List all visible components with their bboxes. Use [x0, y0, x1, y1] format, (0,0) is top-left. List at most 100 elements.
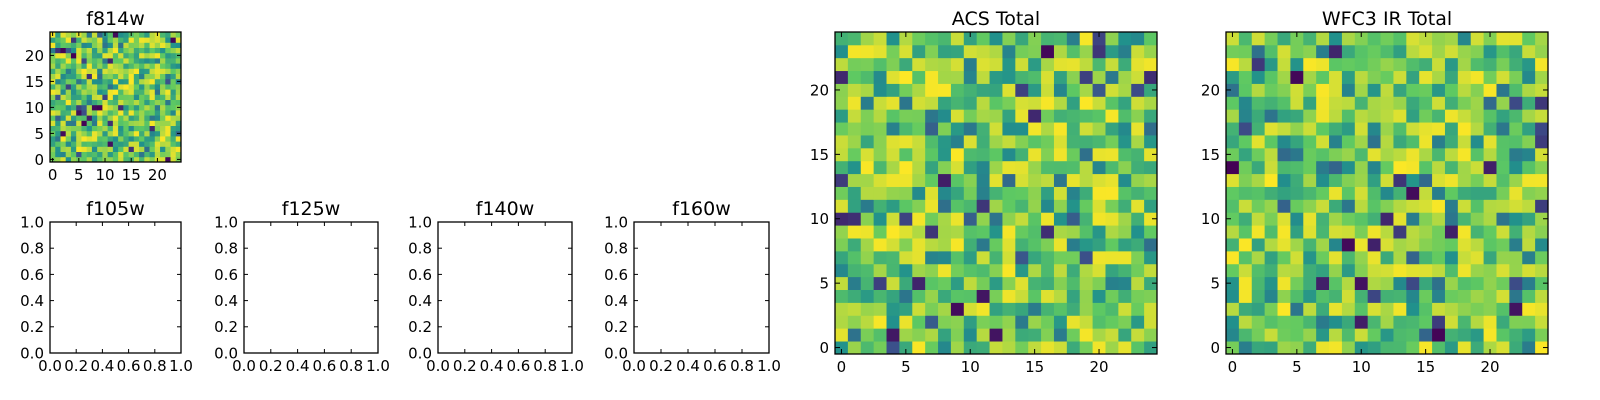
heatmap-cell	[1092, 32, 1106, 46]
heatmap-cell	[1264, 328, 1278, 342]
heatmap-cell	[1118, 263, 1132, 278]
heatmap-cell	[1079, 212, 1093, 226]
heatmap-cell	[1303, 289, 1317, 303]
heatmap-cell	[1251, 186, 1266, 200]
heatmap-cell	[1015, 32, 1029, 46]
heatmap-cell	[1053, 96, 1068, 110]
heatmap-cell	[1406, 96, 1420, 110]
heatmap-cell	[976, 238, 990, 252]
heatmap-cell	[950, 70, 965, 84]
heatmap-cell	[118, 32, 124, 38]
heatmap-cell	[133, 141, 140, 147]
axes-frame	[49, 221, 182, 354]
heatmap-cell	[1226, 263, 1240, 278]
heatmap-cell	[950, 276, 965, 290]
heatmap-cell	[938, 135, 952, 149]
heatmap-cell	[165, 78, 171, 85]
y-tick-label: 0.8	[20, 240, 44, 258]
y-tick-label: 0.8	[214, 240, 238, 258]
heatmap-cell	[112, 37, 119, 43]
heatmap-cell	[1354, 109, 1369, 123]
heatmap-cell	[160, 156, 166, 163]
heatmap-cell	[1226, 70, 1240, 84]
heatmap-cell	[160, 136, 166, 142]
heatmap-cell	[86, 32, 93, 38]
heatmap-cell	[1341, 57, 1356, 72]
heatmap-cell	[1092, 341, 1106, 355]
heatmap-cell	[149, 58, 156, 64]
heatmap-cell	[102, 94, 109, 100]
heatmap-cell	[1354, 122, 1369, 136]
heatmap-cell	[91, 99, 98, 106]
heatmap-cell	[60, 151, 67, 158]
heatmap-cell	[1277, 289, 1291, 303]
heatmap-cell	[1509, 225, 1523, 239]
heatmap-cell	[860, 250, 875, 265]
heatmap-cell	[1131, 160, 1145, 175]
heatmap-cell	[107, 99, 114, 106]
heatmap-cell	[1131, 263, 1145, 278]
heatmap-cell	[1079, 225, 1093, 239]
heatmap-cell	[1470, 57, 1484, 72]
heatmap-cell	[149, 32, 156, 38]
heatmap-cell	[1444, 225, 1459, 239]
heatmap-cell	[1367, 109, 1381, 123]
heatmap-cell	[144, 68, 150, 74]
x-tick-label: 0.2	[259, 357, 283, 375]
heatmap-cell	[950, 315, 965, 329]
heatmap-cell	[835, 44, 849, 59]
heatmap-cell	[1226, 109, 1240, 123]
heatmap-cell	[144, 32, 150, 38]
heatmap-cell	[175, 120, 182, 126]
heatmap-cell	[1444, 199, 1459, 213]
heatmap-cell	[1264, 57, 1278, 72]
heatmap-cell	[1341, 302, 1356, 316]
heatmap-cell	[1535, 96, 1549, 110]
heatmap-cell	[989, 199, 1003, 213]
heatmap-cell	[989, 341, 1003, 355]
heatmap-cell	[97, 115, 103, 121]
heatmap-cell	[963, 341, 978, 355]
heatmap-cell	[1522, 147, 1536, 162]
heatmap-cell	[1367, 225, 1381, 239]
heatmap-cell	[170, 58, 177, 64]
heatmap-cell	[1264, 238, 1278, 252]
heatmap-cell	[1329, 147, 1343, 162]
heatmap-cell	[112, 151, 119, 158]
heatmap-cell	[1496, 212, 1510, 226]
y-tick-label: 5	[34, 125, 44, 143]
heatmap-cell	[139, 110, 145, 116]
heatmap-cell	[1041, 57, 1055, 72]
heatmap-cell	[1002, 250, 1016, 265]
heatmap-cell	[1457, 83, 1472, 97]
heatmap-cell	[102, 120, 109, 126]
heatmap-cell	[1131, 328, 1145, 342]
heatmap-cell	[963, 96, 978, 110]
heatmap-cell	[107, 104, 114, 111]
heatmap-cell	[1015, 289, 1029, 303]
heatmap-cell	[989, 96, 1003, 110]
heatmap-cell	[144, 136, 150, 142]
heatmap-cell	[1444, 70, 1459, 84]
heatmap-cell	[1316, 83, 1330, 97]
heatmap-cell	[1264, 32, 1278, 46]
heatmap-cell	[149, 78, 156, 85]
heatmap-cell	[1118, 250, 1132, 265]
heatmap-cell	[1380, 341, 1394, 355]
heatmap-cell	[1041, 32, 1055, 46]
heatmap-cell	[1329, 276, 1343, 290]
heatmap-cell	[847, 57, 862, 72]
heatmap-cell	[139, 37, 145, 43]
heatmap-cell	[81, 52, 88, 59]
heatmap-cell	[1002, 225, 1016, 239]
x-tick-label: 10	[95, 166, 114, 184]
heatmap-cell	[1066, 250, 1081, 265]
heatmap-cell	[81, 78, 88, 85]
heatmap-cell	[1092, 186, 1106, 200]
heatmap-cell	[1432, 70, 1446, 84]
heatmap-cell	[1226, 238, 1240, 252]
heatmap-cell	[1226, 160, 1240, 175]
heatmap-cell	[1144, 160, 1158, 175]
heatmap-cell	[1092, 160, 1106, 175]
heatmap-cell	[847, 160, 862, 175]
